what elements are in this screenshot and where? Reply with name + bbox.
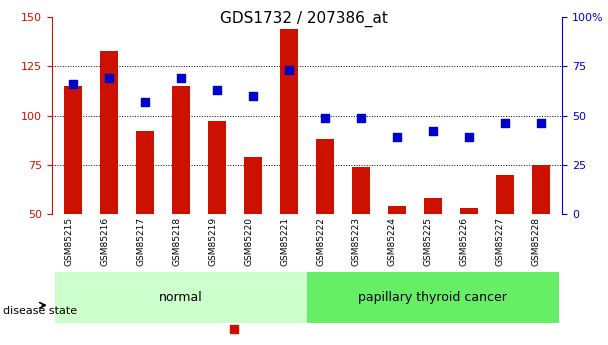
Point [500, 121, 510, 126]
Text: GSM85227: GSM85227 [496, 217, 505, 266]
Point [248, 93, 258, 99]
Point [284, 68, 294, 73]
Point [105, 76, 114, 81]
Point [68, 81, 78, 87]
Point [320, 115, 330, 120]
Bar [307, 272, 559, 323]
Text: normal: normal [159, 291, 203, 304]
Text: papillary thyroid cancer: papillary thyroid cancer [359, 291, 507, 304]
Text: GSM85218: GSM85218 [172, 217, 181, 266]
Point [464, 135, 474, 140]
Text: GSM85222: GSM85222 [316, 217, 325, 266]
Bar [100, 51, 118, 312]
Bar [316, 139, 334, 312]
Text: GSM85217: GSM85217 [136, 217, 145, 266]
Bar [388, 206, 406, 312]
Point [229, 327, 239, 332]
Bar [532, 165, 550, 312]
Point [176, 76, 186, 81]
Text: GDS1732 / 207386_at: GDS1732 / 207386_at [220, 10, 388, 27]
Bar [64, 86, 82, 312]
Bar [460, 208, 478, 312]
Text: GSM85219: GSM85219 [208, 217, 217, 266]
Bar [208, 121, 226, 312]
Bar [424, 198, 442, 312]
Point [536, 121, 546, 126]
Text: GSM85228: GSM85228 [532, 217, 541, 266]
Point [140, 99, 150, 105]
Point [356, 115, 366, 120]
Text: GSM85221: GSM85221 [280, 217, 289, 266]
Bar [136, 131, 154, 312]
Point [212, 87, 222, 93]
Text: GSM85223: GSM85223 [352, 217, 361, 266]
Text: GSM85224: GSM85224 [388, 217, 397, 266]
Bar [244, 157, 262, 312]
Text: GSM85225: GSM85225 [424, 217, 433, 266]
Bar [172, 86, 190, 312]
Text: GSM85220: GSM85220 [244, 217, 253, 266]
Bar [55, 272, 307, 323]
Text: GSM85226: GSM85226 [460, 217, 469, 266]
Bar [352, 167, 370, 312]
Point [392, 135, 402, 140]
Text: GSM85216: GSM85216 [100, 217, 109, 266]
Point [428, 129, 438, 134]
Bar [496, 175, 514, 312]
Bar [280, 29, 298, 312]
Text: GSM85215: GSM85215 [64, 217, 73, 266]
Text: disease state: disease state [3, 306, 77, 315]
